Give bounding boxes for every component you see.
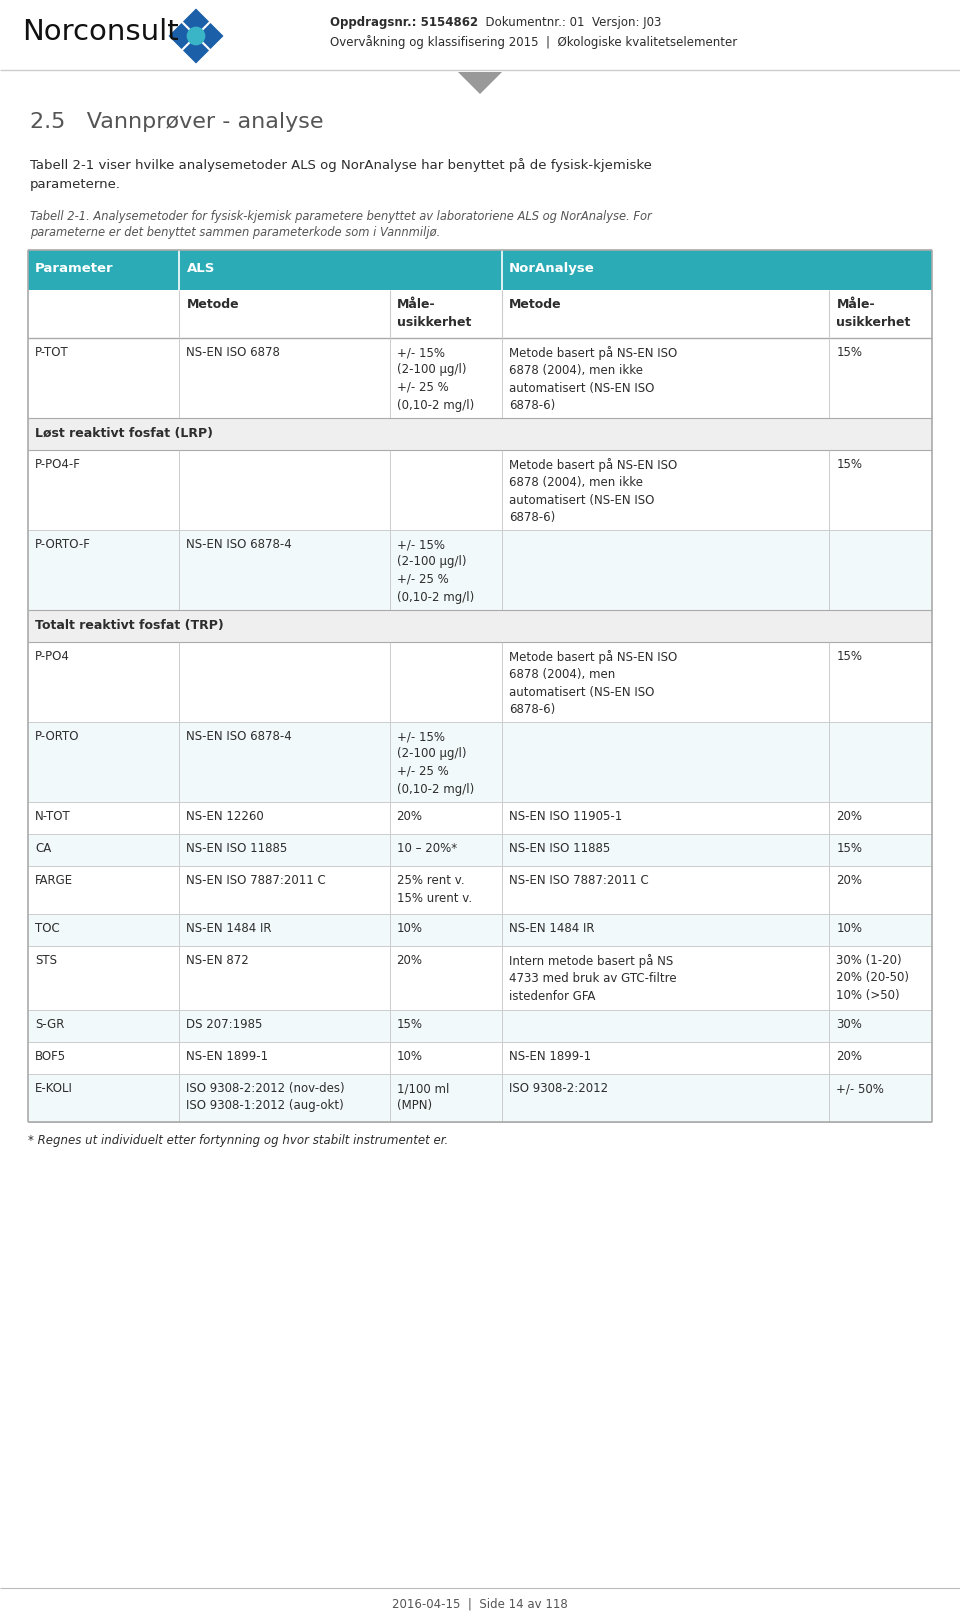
Polygon shape <box>198 23 224 49</box>
Text: E-KOLI: E-KOLI <box>35 1081 73 1096</box>
Text: 15%: 15% <box>836 841 862 854</box>
Text: P-ORTO-F: P-ORTO-F <box>35 538 91 551</box>
Text: NorAnalyse: NorAnalyse <box>509 263 595 276</box>
Text: Metode basert på NS-EN ISO
6878 (2004), men
automatisert (NS-EN ISO
6878-6): Metode basert på NS-EN ISO 6878 (2004), … <box>509 650 677 716</box>
Text: Metode: Metode <box>509 298 562 311</box>
Text: NS-EN ISO 11885: NS-EN ISO 11885 <box>509 841 611 854</box>
Text: 20%: 20% <box>836 1050 862 1063</box>
Text: DS 207:1985: DS 207:1985 <box>186 1018 263 1031</box>
Text: Metode basert på NS-EN ISO
6878 (2004), men ikke
automatisert (NS-EN ISO
6878-6): Metode basert på NS-EN ISO 6878 (2004), … <box>509 345 677 412</box>
Text: N-TOT: N-TOT <box>35 810 71 823</box>
Text: Metode basert på NS-EN ISO
6878 (2004), men ikke
automatisert (NS-EN ISO
6878-6): Metode basert på NS-EN ISO 6878 (2004), … <box>509 459 677 525</box>
Text: NS-EN 1484 IR: NS-EN 1484 IR <box>186 922 272 935</box>
Bar <box>28 290 932 339</box>
Bar <box>28 1075 932 1122</box>
Text: parameterne er det benyttet sammen parameterkode som i Vannmiljø.: parameterne er det benyttet sammen param… <box>30 225 441 238</box>
Text: P-PO4: P-PO4 <box>35 650 70 663</box>
Bar <box>28 947 932 1010</box>
Bar <box>28 802 932 833</box>
Text: Metode: Metode <box>186 298 239 311</box>
Text: NS-EN ISO 6878-4: NS-EN ISO 6878-4 <box>186 729 292 742</box>
Text: NS-EN 1484 IR: NS-EN 1484 IR <box>509 922 594 935</box>
Text: FARGE: FARGE <box>35 874 73 887</box>
Text: NS-EN ISO 7887:2011 C: NS-EN ISO 7887:2011 C <box>186 874 326 887</box>
Text: 20%: 20% <box>836 810 862 823</box>
Text: CA: CA <box>35 841 51 854</box>
Text: Måle-
usikkerhet: Måle- usikkerhet <box>836 298 911 329</box>
Text: 30%: 30% <box>836 1018 862 1031</box>
Text: Totalt reaktivt fosfat (TRP): Totalt reaktivt fosfat (TRP) <box>35 619 224 632</box>
Text: 25% rent v.
15% urent v.: 25% rent v. 15% urent v. <box>396 874 471 905</box>
Text: NS-EN 1899-1: NS-EN 1899-1 <box>186 1050 269 1063</box>
Text: TOC: TOC <box>35 922 60 935</box>
Text: Måle-
usikkerhet: Måle- usikkerhet <box>396 298 471 329</box>
Text: NS-EN ISO 7887:2011 C: NS-EN ISO 7887:2011 C <box>509 874 649 887</box>
Bar <box>28 339 932 418</box>
Text: 20%: 20% <box>396 955 422 968</box>
Text: P-TOT: P-TOT <box>35 345 69 358</box>
Text: NS-EN 872: NS-EN 872 <box>186 955 250 968</box>
Text: parameterne.: parameterne. <box>30 178 121 191</box>
Text: 2016-04-15  |  Side 14 av 118: 2016-04-15 | Side 14 av 118 <box>392 1598 568 1611</box>
Text: Norconsult: Norconsult <box>22 18 179 45</box>
Text: 15%: 15% <box>396 1018 422 1031</box>
Text: 20%: 20% <box>836 874 862 887</box>
Text: ISO 9308-2:2012 (nov-des)
ISO 9308-1:2012 (aug-okt): ISO 9308-2:2012 (nov-des) ISO 9308-1:201… <box>186 1081 345 1112</box>
Polygon shape <box>169 23 195 49</box>
Text: 10%: 10% <box>836 922 862 935</box>
Text: Dokumentnr.: 01  Versjon: J03: Dokumentnr.: 01 Versjon: J03 <box>478 16 661 29</box>
Bar <box>28 642 932 721</box>
Bar <box>28 866 932 914</box>
Bar <box>28 609 932 642</box>
Text: S-GR: S-GR <box>35 1018 64 1031</box>
Text: Tabell 2-1. Analysemetoder for fysisk-kjemisk parametere benyttet av laboratorie: Tabell 2-1. Analysemetoder for fysisk-kj… <box>30 211 652 224</box>
Text: Tabell 2-1 viser hvilke analysemetoder ALS og NorAnalyse har benyttet på de fysi: Tabell 2-1 viser hvilke analysemetoder A… <box>30 157 652 172</box>
Text: +/- 15%
(2-100 µg/l)
+/- 25 %
(0,10-2 mg/l): +/- 15% (2-100 µg/l) +/- 25 % (0,10-2 mg… <box>396 538 474 603</box>
Bar <box>28 530 932 609</box>
Text: 10%: 10% <box>396 1050 422 1063</box>
Text: NS-EN 12260: NS-EN 12260 <box>186 810 264 823</box>
Text: P-PO4-F: P-PO4-F <box>35 459 81 472</box>
Bar <box>28 914 932 947</box>
Text: Oppdragsnr.: 5154862: Oppdragsnr.: 5154862 <box>330 16 478 29</box>
Text: NS-EN ISO 6878: NS-EN ISO 6878 <box>186 345 280 358</box>
Polygon shape <box>183 8 209 34</box>
Bar <box>28 451 932 530</box>
Text: 10 – 20%*: 10 – 20%* <box>396 841 457 854</box>
Polygon shape <box>183 37 209 63</box>
Text: ALS: ALS <box>186 263 215 276</box>
Text: 2.5   Vannprøver - analyse: 2.5 Vannprøver - analyse <box>30 112 324 131</box>
Bar <box>28 721 932 802</box>
Text: P-ORTO: P-ORTO <box>35 729 80 742</box>
Text: Parameter: Parameter <box>35 263 113 276</box>
Bar <box>28 1042 932 1075</box>
Bar <box>28 833 932 866</box>
Text: ISO 9308-2:2012: ISO 9308-2:2012 <box>509 1081 608 1096</box>
Polygon shape <box>458 71 502 94</box>
Circle shape <box>186 26 205 45</box>
Text: 30% (1-20)
20% (20-50)
10% (>50): 30% (1-20) 20% (20-50) 10% (>50) <box>836 955 909 1002</box>
Text: 15%: 15% <box>836 345 862 358</box>
Bar <box>28 1010 932 1042</box>
Text: NS-EN 1899-1: NS-EN 1899-1 <box>509 1050 591 1063</box>
Text: NS-EN ISO 6878-4: NS-EN ISO 6878-4 <box>186 538 292 551</box>
Bar <box>0 0 960 71</box>
Text: Løst reaktivt fosfat (LRP): Løst reaktivt fosfat (LRP) <box>35 426 213 439</box>
Text: NS-EN ISO 11885: NS-EN ISO 11885 <box>186 841 288 854</box>
Text: +/- 15%
(2-100 µg/l)
+/- 25 %
(0,10-2 mg/l): +/- 15% (2-100 µg/l) +/- 25 % (0,10-2 mg… <box>396 345 474 412</box>
Text: 1/100 ml
(MPN): 1/100 ml (MPN) <box>396 1081 449 1112</box>
Bar <box>28 250 932 290</box>
Text: +/- 15%
(2-100 µg/l)
+/- 25 %
(0,10-2 mg/l): +/- 15% (2-100 µg/l) +/- 25 % (0,10-2 mg… <box>396 729 474 796</box>
Text: * Regnes ut individuelt etter fortynning og hvor stabilt instrumentet er.: * Regnes ut individuelt etter fortynning… <box>28 1135 448 1148</box>
Text: Intern metode basert på NS
4733 med bruk av GTC-filtre
istedenfor GFA: Intern metode basert på NS 4733 med bruk… <box>509 955 677 1003</box>
Text: NS-EN ISO 11905-1: NS-EN ISO 11905-1 <box>509 810 622 823</box>
Bar <box>28 418 932 451</box>
Text: Overvåkning og klassifisering 2015  |  Økologiske kvalitetselementer: Overvåkning og klassifisering 2015 | Øko… <box>330 36 737 49</box>
Text: +/- 50%: +/- 50% <box>836 1081 884 1096</box>
Text: STS: STS <box>35 955 57 968</box>
Text: 20%: 20% <box>396 810 422 823</box>
Text: 10%: 10% <box>396 922 422 935</box>
Text: 15%: 15% <box>836 459 862 472</box>
Text: BOF5: BOF5 <box>35 1050 66 1063</box>
Text: 15%: 15% <box>836 650 862 663</box>
